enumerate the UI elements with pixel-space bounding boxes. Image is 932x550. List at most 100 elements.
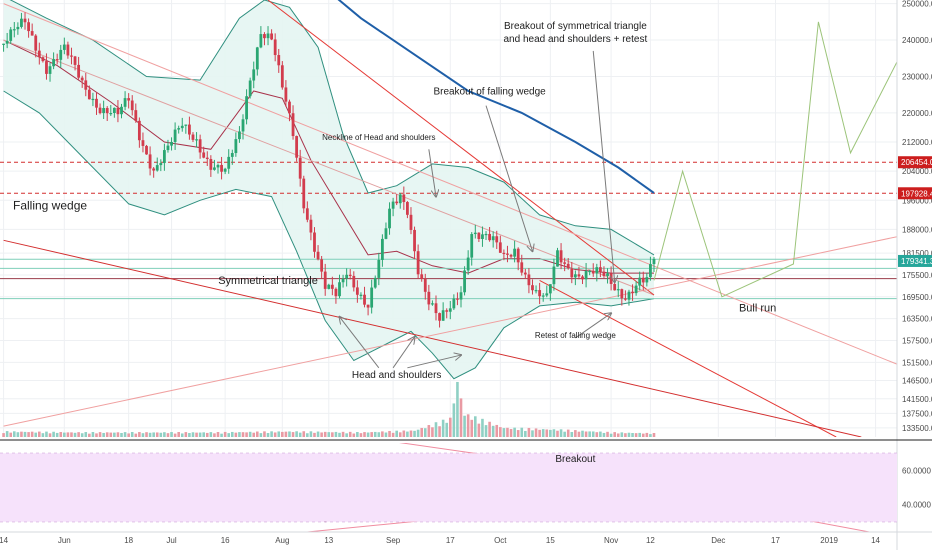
candle-body	[616, 289, 620, 291]
volume-bars	[2, 381, 656, 437]
volume-bar	[416, 429, 420, 437]
volume-bar	[184, 432, 188, 437]
volume-bar	[152, 432, 155, 437]
volume-bar	[541, 429, 545, 437]
volume-bar	[105, 432, 109, 437]
candle-body	[345, 274, 349, 279]
candle-body	[41, 57, 45, 62]
time-tick-label: Dec	[711, 536, 725, 545]
volume-bar	[377, 432, 381, 437]
candle-body	[184, 124, 188, 126]
candle-body	[416, 251, 420, 275]
price-badge-label: 206454.0	[901, 158, 932, 167]
candle-body	[327, 284, 331, 289]
volume-bar	[209, 432, 213, 437]
rsi-tick-label: 60.0000	[902, 466, 931, 475]
volume-bar	[277, 431, 281, 437]
candle-body	[545, 293, 549, 296]
candle-body	[291, 113, 295, 137]
volume-bar	[556, 430, 559, 437]
candle-body	[463, 270, 466, 293]
volume-bar	[134, 433, 138, 437]
volume-bar	[177, 432, 180, 437]
volume-bar	[230, 431, 234, 437]
volume-bar	[634, 433, 638, 437]
candle-body	[538, 290, 542, 297]
volume-bar	[477, 423, 481, 437]
volume-bar	[88, 433, 91, 437]
volume-bar	[73, 432, 77, 437]
volume-bar	[549, 429, 552, 437]
candle-body	[220, 164, 223, 172]
time-tick-label: 12	[646, 536, 655, 545]
candle-body	[305, 208, 309, 220]
volume-bar	[34, 432, 38, 437]
candle-body	[213, 167, 216, 170]
volume-bar	[574, 430, 577, 437]
volume-bar	[109, 432, 113, 437]
volume-bar	[431, 427, 434, 437]
candle-body	[423, 278, 427, 292]
volume-bar	[288, 431, 291, 437]
volume-bar	[334, 431, 338, 437]
volume-bar	[252, 432, 256, 437]
candle-body	[177, 128, 181, 130]
moving-average-line	[337, 0, 655, 194]
volume-bar	[159, 432, 163, 437]
volume-bar	[516, 430, 520, 437]
volume-bar	[130, 432, 134, 437]
candle-body	[241, 119, 245, 132]
time-tick-label: 2019	[820, 536, 838, 545]
volume-bar	[488, 421, 491, 437]
volume-bar	[370, 432, 373, 437]
candle-body	[55, 59, 59, 61]
candle-body	[470, 234, 474, 258]
candle-body	[66, 44, 70, 56]
volume-bar	[448, 417, 452, 437]
annotation-label: Symmetrical triangle	[218, 275, 318, 287]
volume-bar	[524, 430, 527, 437]
candle-body	[59, 49, 63, 60]
candle-body	[477, 232, 481, 239]
candle-body	[395, 201, 399, 204]
candle-body	[273, 39, 277, 56]
volume-bar	[438, 426, 441, 437]
candle-body	[352, 275, 356, 288]
candle-body	[581, 276, 584, 280]
candle-body	[370, 287, 374, 308]
bollinger-upper-line	[9, 0, 655, 256]
volume-bar	[295, 431, 298, 437]
volume-bar	[359, 433, 363, 437]
price-tick-label: 188000.0	[902, 225, 932, 234]
price-badge	[898, 156, 932, 169]
candle-body	[388, 208, 391, 229]
price-tick-label: 230000.0	[902, 72, 932, 81]
annotation-arrow	[592, 50, 614, 282]
candle-body	[37, 50, 41, 58]
candle-body	[484, 233, 488, 236]
volume-bar	[570, 432, 574, 437]
candle-body	[563, 262, 567, 264]
volume-bar	[423, 428, 427, 437]
annotation-label: Bull run	[739, 302, 776, 314]
candle-body	[613, 283, 617, 291]
volume-bar	[55, 432, 59, 437]
volume-bar	[652, 433, 656, 437]
annotation-arrow	[575, 313, 611, 339]
rsi-tick-label: 40.0000	[902, 501, 931, 510]
candle-body	[427, 291, 431, 305]
volume-bar	[66, 432, 70, 437]
candle-body	[506, 253, 509, 255]
volume-bar	[313, 432, 316, 437]
candle-body	[466, 257, 470, 271]
price-axis-background	[897, 0, 932, 550]
volume-bar	[91, 432, 95, 437]
candle-body	[620, 289, 624, 299]
price-tick-label: 220000.0	[902, 109, 932, 118]
price-tick-label: 137500.0	[902, 409, 932, 418]
candle-body	[398, 194, 402, 204]
candle-body	[598, 267, 602, 272]
volume-bar	[63, 432, 66, 437]
volume-bar	[391, 432, 395, 437]
